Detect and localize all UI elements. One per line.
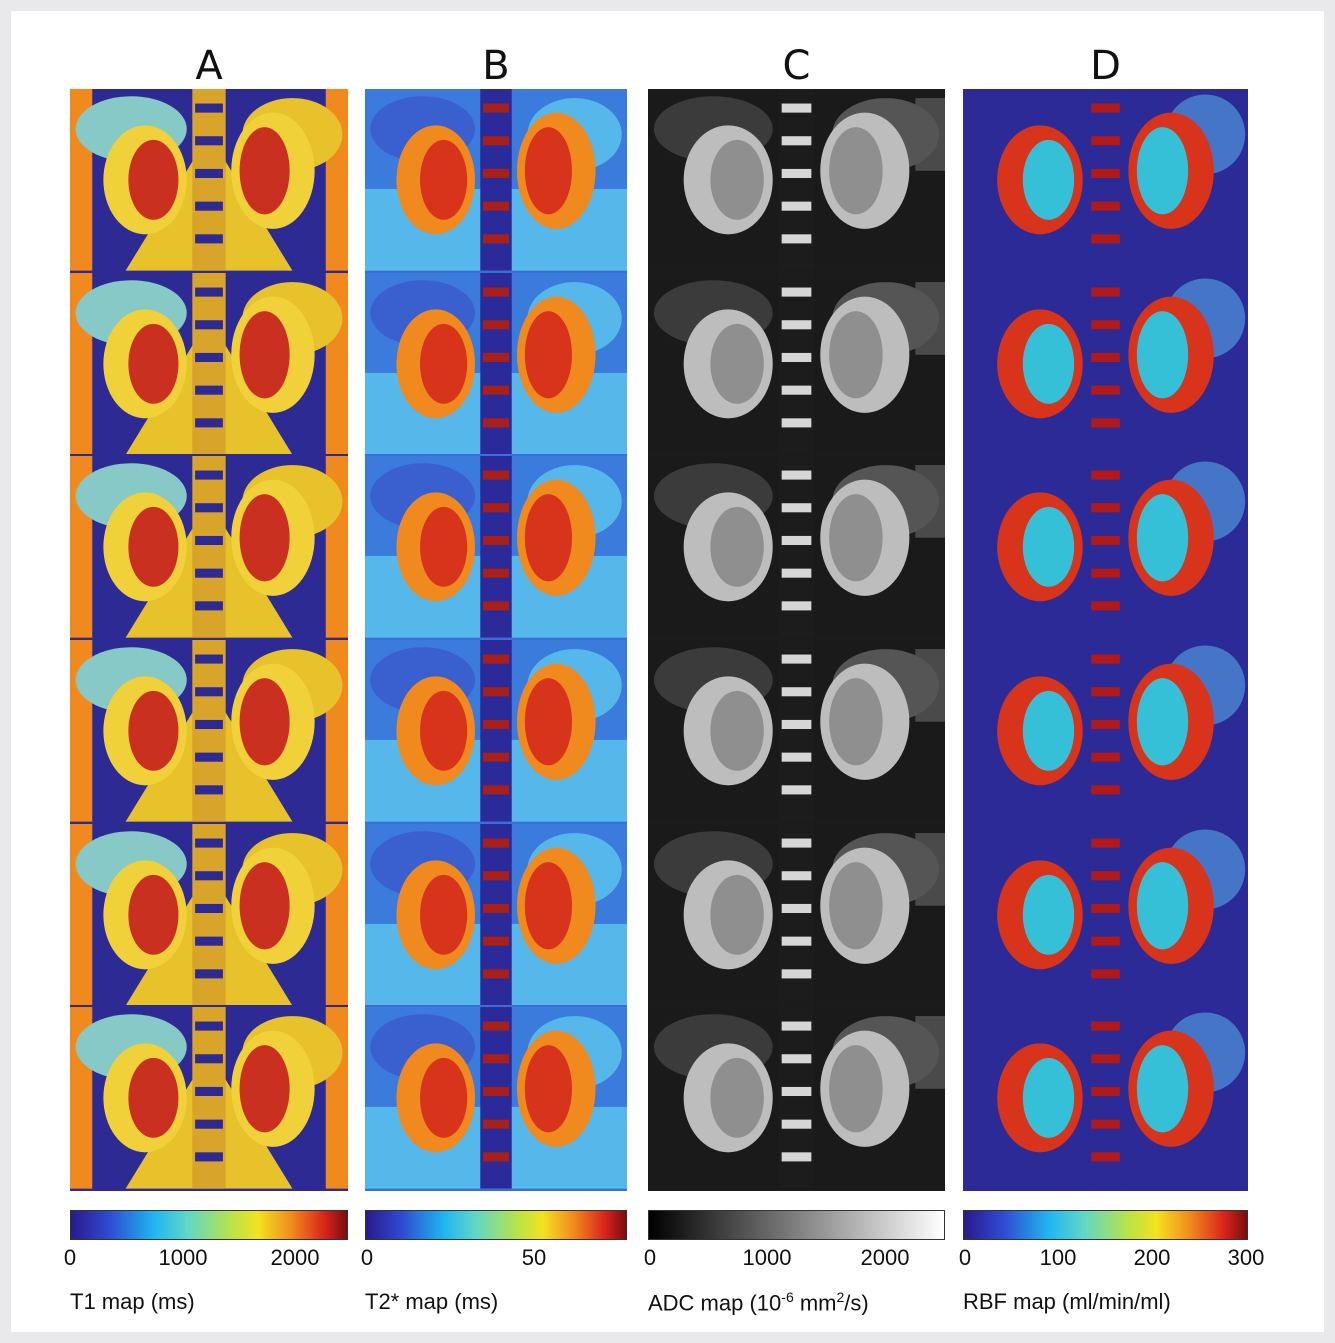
mri-slice — [70, 1007, 348, 1189]
panel-letter: A — [195, 43, 223, 89]
colorbar-tick: 1000 — [742, 1245, 792, 1270]
t1-unit-label: T1 map (ms) — [70, 1289, 195, 1314]
t2star-unit-label: T2* map (ms) — [365, 1289, 499, 1314]
t2star-colorbar — [365, 1210, 627, 1240]
adc-colorbar — [648, 1210, 945, 1240]
mri-slice — [648, 1007, 945, 1189]
mri-slice — [963, 272, 1248, 455]
mri-slice — [365, 1007, 627, 1189]
mri-slice — [648, 89, 945, 271]
rbf-map-strip — [963, 89, 1248, 1191]
mri-slice — [70, 823, 348, 1006]
colorbar-tick: 0 — [360, 1245, 374, 1270]
panel-letter: B — [482, 43, 510, 89]
mri-slice — [963, 823, 1248, 1006]
mri-slice — [963, 1007, 1248, 1189]
mri-slice — [648, 640, 945, 822]
t2star-map-strip — [365, 89, 627, 1191]
colorbar-tick: 100 — [1039, 1245, 1077, 1270]
mri-slice — [648, 456, 945, 638]
t1-map-strip — [70, 89, 348, 1191]
colorbar-tick: 0 — [63, 1245, 77, 1270]
mri-slice — [648, 272, 945, 455]
colorbar-tick: 300 — [1227, 1245, 1265, 1270]
mri-slice — [963, 89, 1248, 271]
mri-slice — [70, 272, 348, 455]
mri-slice — [365, 272, 627, 455]
rbf-colorbar — [963, 1210, 1248, 1240]
mri-slice — [963, 456, 1248, 638]
colorbar-tick: 2000 — [270, 1245, 320, 1270]
mri-slice — [365, 89, 627, 271]
mri-slice — [365, 456, 627, 638]
adc-map-strip — [648, 89, 945, 1191]
panel-letter: C — [782, 43, 811, 89]
adc-unit-part: mm — [793, 1290, 837, 1316]
colorbar-tick: 0 — [643, 1245, 657, 1270]
colorbar-tick: 1000 — [158, 1245, 208, 1270]
colorbar-tick: 200 — [1133, 1245, 1171, 1270]
mri-slice — [648, 823, 945, 1006]
mri-slice — [70, 89, 348, 271]
colorbar-tick: 2000 — [860, 1245, 910, 1270]
adc-unit-part: ADC map (10 — [648, 1290, 782, 1316]
mri-slice — [365, 823, 627, 1006]
adc-unit-part: /s) — [844, 1290, 869, 1316]
t1-colorbar — [70, 1210, 348, 1240]
colorbar-tick: 0 — [958, 1245, 972, 1270]
rbf-unit-label: RBF map (ml/min/ml) — [963, 1289, 1171, 1314]
mri-slice — [70, 456, 348, 638]
adc-unit-label: ADC map (10-6 mm2/s) — [648, 1289, 869, 1316]
mri-slice — [70, 640, 348, 822]
mri-slice — [365, 640, 627, 822]
figure-card: A B C D 0 1000 2000 0 50 0 1000 2000 0 1… — [11, 11, 1324, 1332]
adc-unit-exponent: -6 — [781, 1289, 794, 1305]
adc-unit-exponent: 2 — [836, 1289, 845, 1305]
mri-slice — [963, 640, 1248, 822]
colorbar-tick: 50 — [521, 1245, 547, 1270]
panel-letter: D — [1090, 43, 1121, 89]
